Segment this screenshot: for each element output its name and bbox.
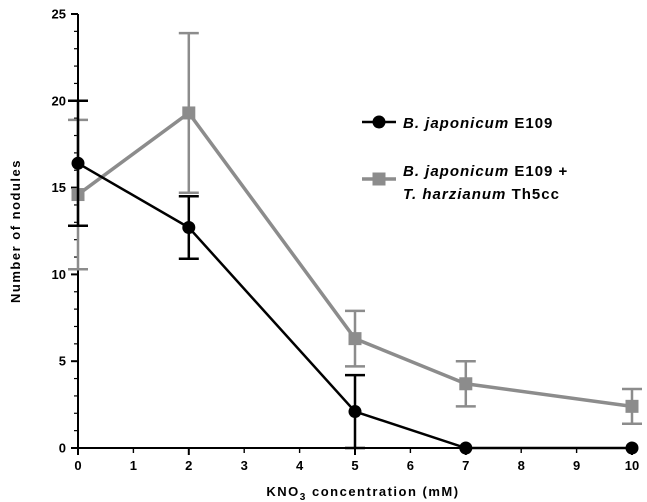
- y-tick-label: 25: [52, 7, 66, 22]
- data-point: [459, 441, 473, 455]
- axes: 0 5 10 15 20 25 0 1 2 3 4 5 6 7 8 9 10 KNO3 concentration…: [8, 7, 639, 502]
- x-axis-title: KNO3 concentration (mM): [266, 484, 459, 502]
- legend-label-line1: B. japonicum E109 +: [403, 163, 568, 180]
- legend-entry-2: B. japonicum E109 + T. harzianum Th5cc: [362, 163, 568, 203]
- y-tick-label: 0: [59, 441, 66, 456]
- x-tick-label: 1: [130, 458, 137, 473]
- series-2: [68, 31, 642, 425]
- x-tick-label: 7: [462, 458, 469, 473]
- data-point: [625, 399, 639, 413]
- y-tick-label: 15: [52, 180, 66, 195]
- x-tick-label: 6: [407, 458, 414, 473]
- legend: B. japonicum E109 B. japonicum E109 + T. h…: [362, 115, 568, 203]
- x-tick-label: 2: [185, 458, 192, 473]
- series-layer: [68, 31, 642, 455]
- x-tick-label: 9: [573, 458, 580, 473]
- x-tick-label: 8: [518, 458, 525, 473]
- data-point: [71, 156, 85, 170]
- x-tick-label: 4: [296, 458, 304, 473]
- y-tick-label: 20: [52, 93, 66, 108]
- data-point: [348, 332, 362, 346]
- data-point: [459, 377, 473, 391]
- x-tick-label: 10: [625, 458, 639, 473]
- series-1: [68, 99, 639, 455]
- data-point: [182, 106, 196, 120]
- y-tick-label: 10: [52, 267, 66, 282]
- x-tick-label: 0: [74, 458, 81, 473]
- data-point: [348, 405, 362, 419]
- legend-label-line2: T. harzianum Th5cc: [403, 186, 560, 203]
- data-point: [625, 441, 639, 455]
- legend-marker: [372, 115, 386, 129]
- x-tick-label: 5: [351, 458, 358, 473]
- x-tick-label: 3: [241, 458, 248, 473]
- data-point: [182, 221, 196, 235]
- legend-marker: [372, 172, 386, 186]
- y-tick-label: 5: [59, 354, 66, 369]
- y-axis-title: Number of nodules: [8, 159, 23, 303]
- legend-label: B. japonicum E109: [403, 115, 553, 132]
- legend-entry-1: B. japonicum E109: [362, 115, 553, 132]
